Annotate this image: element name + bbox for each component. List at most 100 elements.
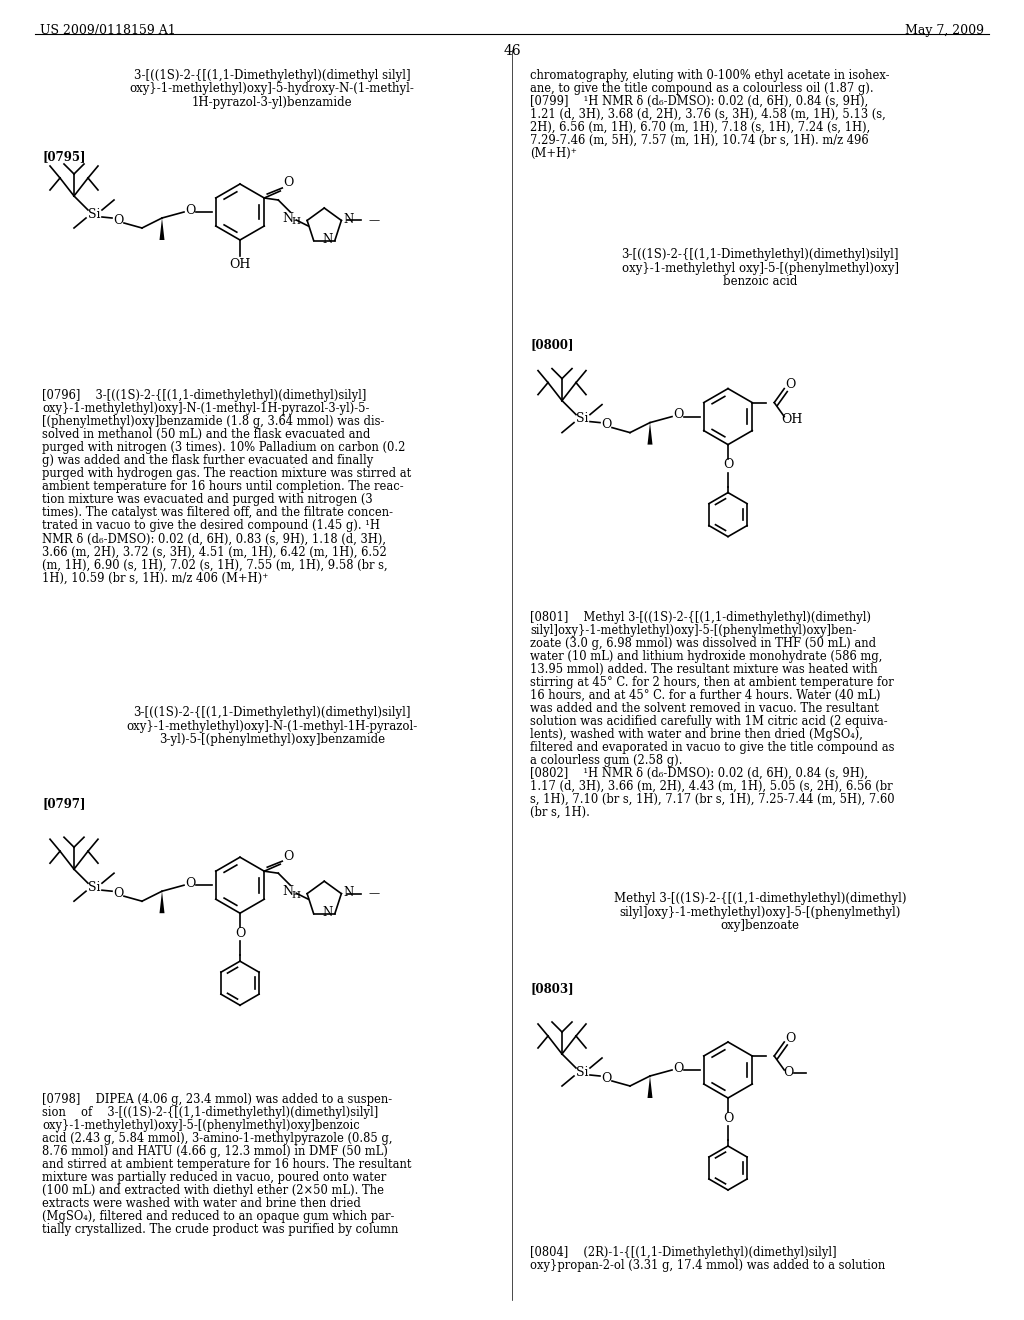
Text: oxy}-1-methylethyl oxy]-5-[(phenylmethyl)oxy]: oxy}-1-methylethyl oxy]-5-[(phenylmethyl… (622, 261, 898, 275)
Text: 8.76 mmol) and HATU (4.66 g, 12.3 mmol) in DMF (50 mL): 8.76 mmol) and HATU (4.66 g, 12.3 mmol) … (42, 1144, 388, 1158)
Text: ambient temperature for 16 hours until completion. The reac-: ambient temperature for 16 hours until c… (42, 480, 403, 494)
Text: s, 1H), 7.10 (br s, 1H), 7.17 (br s, 1H), 7.25-7.44 (m, 5H), 7.60: s, 1H), 7.10 (br s, 1H), 7.17 (br s, 1H)… (530, 793, 895, 807)
Text: O: O (184, 876, 196, 890)
Polygon shape (647, 422, 652, 445)
Text: purged with hydrogen gas. The reaction mixture was stirred at: purged with hydrogen gas. The reaction m… (42, 467, 412, 480)
Text: 3-yl)-5-[(phenylmethyl)oxy]benzamide: 3-yl)-5-[(phenylmethyl)oxy]benzamide (159, 733, 385, 746)
Text: purged with nitrogen (3 times). 10% Palladium on carbon (0.2: purged with nitrogen (3 times). 10% Pall… (42, 441, 406, 454)
Text: Methyl 3-[((1S)-2-{[(1,1-dimethylethyl)(dimethyl): Methyl 3-[((1S)-2-{[(1,1-dimethylethyl)(… (613, 892, 906, 906)
Text: H: H (292, 218, 301, 227)
Text: 1H-pyrazol-3-yl)benzamide: 1H-pyrazol-3-yl)benzamide (191, 95, 352, 108)
Text: filtered and evaporated in vacuo to give the title compound as: filtered and evaporated in vacuo to give… (530, 741, 895, 754)
Text: trated in vacuo to give the desired compound (1.45 g). ¹H: trated in vacuo to give the desired comp… (42, 519, 380, 532)
Text: Si: Si (88, 207, 100, 220)
Text: OH: OH (229, 259, 251, 272)
Text: O: O (673, 1061, 683, 1074)
Text: O: O (673, 408, 683, 421)
Text: O: O (283, 177, 294, 190)
Text: O: O (113, 214, 123, 227)
Text: N: N (283, 211, 294, 224)
Text: solution was acidified carefully with 1M citric acid (2 equiva-: solution was acidified carefully with 1M… (530, 715, 888, 729)
Text: [0795]: [0795] (42, 150, 85, 164)
Text: oxy}-1-methylethyl)oxy]-5-[(phenylmethyl)oxy]benzoic: oxy}-1-methylethyl)oxy]-5-[(phenylmethyl… (42, 1119, 359, 1133)
Text: [0800]: [0800] (530, 338, 573, 351)
Text: —: — (369, 215, 380, 226)
Text: 16 hours, and at 45° C. for a further 4 hours. Water (40 mL): 16 hours, and at 45° C. for a further 4 … (530, 689, 881, 702)
Text: (br s, 1H).: (br s, 1H). (530, 807, 590, 820)
Text: 2H), 6.56 (m, 1H), 6.70 (m, 1H), 7.18 (s, 1H), 7.24 (s, 1H),: 2H), 6.56 (m, 1H), 6.70 (m, 1H), 7.18 (s… (530, 120, 870, 133)
Text: N: N (323, 234, 333, 246)
Text: water (10 mL) and lithium hydroxide monohydrate (586 mg,: water (10 mL) and lithium hydroxide mono… (530, 651, 883, 663)
Text: O: O (785, 1031, 796, 1044)
Text: Si: Si (88, 880, 100, 894)
Text: May 7, 2009: May 7, 2009 (905, 24, 984, 37)
Text: Si: Si (575, 1065, 588, 1078)
Text: NMR δ (d₆-DMSO): 0.02 (d, 6H), 0.83 (s, 9H), 1.18 (d, 3H),: NMR δ (d₆-DMSO): 0.02 (d, 6H), 0.83 (s, … (42, 532, 386, 545)
Text: tially crystallized. The crude product was purified by column: tially crystallized. The crude product w… (42, 1222, 398, 1236)
Text: [0796]  3-[((1S)-2-{[(1,1-dimethylethyl)(dimethyl)silyl]: [0796] 3-[((1S)-2-{[(1,1-dimethylethyl)(… (42, 389, 367, 403)
Text: O: O (283, 850, 294, 863)
Text: [0802]  ¹H NMR δ (d₆-DMSO): 0.02 (d, 6H), 0.84 (s, 9H),: [0802] ¹H NMR δ (d₆-DMSO): 0.02 (d, 6H),… (530, 767, 868, 780)
Text: silyl]oxy}-1-methylethyl)oxy]-5-[(phenylmethyl): silyl]oxy}-1-methylethyl)oxy]-5-[(phenyl… (620, 906, 901, 919)
Text: a colourless gum (2.58 g).: a colourless gum (2.58 g). (530, 754, 683, 767)
Text: 7.29-7.46 (m, 5H), 7.57 (m, 1H), 10.74 (br s, 1H). m/z 496: 7.29-7.46 (m, 5H), 7.57 (m, 1H), 10.74 (… (530, 133, 868, 147)
Text: solved in methanol (50 mL) and the flask evacuated and: solved in methanol (50 mL) and the flask… (42, 429, 371, 441)
Text: times). The catalyst was filtered off, and the filtrate concen-: times). The catalyst was filtered off, a… (42, 507, 393, 519)
Text: oxy}propan-2-ol (3.31 g, 17.4 mmol) was added to a solution: oxy}propan-2-ol (3.31 g, 17.4 mmol) was … (530, 1259, 886, 1272)
Text: 1.21 (d, 3H), 3.68 (d, 2H), 3.76 (s, 3H), 4.58 (m, 1H), 5.13 (s,: 1.21 (d, 3H), 3.68 (d, 2H), 3.76 (s, 3H)… (530, 108, 886, 120)
Text: ane, to give the title compound as a colourless oil (1.87 g).: ane, to give the title compound as a col… (530, 82, 873, 95)
Text: oxy}-1-methylethyl)oxy]-N-(1-methyl-1H-pyrazol-: oxy}-1-methylethyl)oxy]-N-(1-methyl-1H-p… (126, 719, 418, 733)
Text: mixture was partially reduced in vacuo, poured onto water: mixture was partially reduced in vacuo, … (42, 1171, 386, 1184)
Text: N: N (343, 886, 353, 899)
Text: g) was added and the flask further evacuated and finally: g) was added and the flask further evacu… (42, 454, 374, 467)
Text: H: H (292, 891, 301, 900)
Polygon shape (160, 891, 165, 913)
Text: tion mixture was evacuated and purged with nitrogen (3: tion mixture was evacuated and purged wi… (42, 494, 373, 507)
Text: O: O (601, 1072, 611, 1085)
Text: oxy}-1-methylethyl)oxy]-5-hydroxy-N-(1-methyl-: oxy}-1-methylethyl)oxy]-5-hydroxy-N-(1-m… (130, 82, 415, 95)
Text: [0804]  (2R)-1-{[(1,1-Dimethylethyl)(dimethyl)silyl]: [0804] (2R)-1-{[(1,1-Dimethylethyl)(dime… (530, 1246, 837, 1259)
Text: benzoic acid: benzoic acid (723, 275, 798, 288)
Text: N: N (343, 213, 353, 226)
Text: 3-[((1S)-2-{[(1,1-Dimethylethyl)(dimethyl)silyl]: 3-[((1S)-2-{[(1,1-Dimethylethyl)(dimethy… (133, 706, 411, 719)
Text: O: O (723, 1111, 733, 1125)
Text: O: O (234, 927, 245, 940)
Text: [0797]: [0797] (42, 797, 85, 810)
Text: O: O (113, 887, 123, 900)
Text: zoate (3.0 g, 6.98 mmol) was dissolved in THF (50 mL) and: zoate (3.0 g, 6.98 mmol) was dissolved i… (530, 638, 877, 651)
Text: stirring at 45° C. for 2 hours, then at ambient temperature for: stirring at 45° C. for 2 hours, then at … (530, 676, 894, 689)
Text: O: O (601, 418, 611, 432)
Text: acid (2.43 g, 5.84 mmol), 3-amino-1-methylpyrazole (0.85 g,: acid (2.43 g, 5.84 mmol), 3-amino-1-meth… (42, 1133, 392, 1144)
Text: O: O (184, 203, 196, 216)
Text: (M+H)⁺: (M+H)⁺ (530, 147, 577, 160)
Text: [0798]  DIPEA (4.06 g, 23.4 mmol) was added to a suspen-: [0798] DIPEA (4.06 g, 23.4 mmol) was add… (42, 1093, 392, 1106)
Polygon shape (647, 1076, 652, 1098)
Text: silyl]oxy}-1-methylethyl)oxy]-5-[(phenylmethyl)oxy]ben-: silyl]oxy}-1-methylethyl)oxy]-5-[(phenyl… (530, 624, 856, 638)
Text: 1H), 10.59 (br s, 1H). m/z 406 (M+H)⁺: 1H), 10.59 (br s, 1H). m/z 406 (M+H)⁺ (42, 572, 268, 585)
Text: oxy]benzoate: oxy]benzoate (721, 919, 800, 932)
Text: (MgSO₄), filtered and reduced to an opaque gum which par-: (MgSO₄), filtered and reduced to an opaq… (42, 1210, 394, 1222)
Text: chromatography, eluting with 0-100% ethyl acetate in isohex-: chromatography, eluting with 0-100% ethy… (530, 69, 890, 82)
Text: O: O (723, 458, 733, 471)
Text: 46: 46 (503, 44, 521, 58)
Text: —: — (369, 888, 380, 899)
Text: 3.66 (m, 2H), 3.72 (s, 3H), 4.51 (m, 1H), 6.42 (m, 1H), 6.52: 3.66 (m, 2H), 3.72 (s, 3H), 4.51 (m, 1H)… (42, 545, 387, 558)
Text: [0803]: [0803] (530, 982, 573, 995)
Text: [0801]  Methyl 3-[((1S)-2-{[(1,1-dimethylethyl)(dimethyl): [0801] Methyl 3-[((1S)-2-{[(1,1-dimethyl… (530, 611, 871, 624)
Text: OH: OH (781, 413, 803, 426)
Text: Si: Si (575, 412, 588, 425)
Text: 13.95 mmol) added. The resultant mixture was heated with: 13.95 mmol) added. The resultant mixture… (530, 663, 878, 676)
Text: US 2009/0118159 A1: US 2009/0118159 A1 (40, 24, 176, 37)
Text: [0799]  ¹H NMR δ (d₆-DMSO): 0.02 (d, 6H), 0.84 (s, 9H),: [0799] ¹H NMR δ (d₆-DMSO): 0.02 (d, 6H),… (530, 95, 868, 108)
Text: N: N (323, 907, 333, 919)
Text: lents), washed with water and brine then dried (MgSO₄),: lents), washed with water and brine then… (530, 729, 863, 741)
Text: 1.17 (d, 3H), 3.66 (m, 2H), 4.43 (m, 1H), 5.05 (s, 2H), 6.56 (br: 1.17 (d, 3H), 3.66 (m, 2H), 4.43 (m, 1H)… (530, 780, 893, 793)
Text: was added and the solvent removed in vacuo. The resultant: was added and the solvent removed in vac… (530, 702, 879, 715)
Text: O: O (783, 1067, 794, 1080)
Text: 3-[((1S)-2-{[(1,1-Dimethylethyl)(dimethyl silyl]: 3-[((1S)-2-{[(1,1-Dimethylethyl)(dimethy… (134, 69, 411, 82)
Text: O: O (785, 378, 796, 391)
Text: sion  of  3-[((1S)-2-{[(1,1-dimethylethyl)(dimethyl)silyl]: sion of 3-[((1S)-2-{[(1,1-dimethylethyl)… (42, 1106, 378, 1119)
Text: 3-[((1S)-2-{[(1,1-Dimethylethyl)(dimethyl)silyl]: 3-[((1S)-2-{[(1,1-Dimethylethyl)(dimethy… (622, 248, 899, 261)
Polygon shape (160, 218, 165, 240)
Text: and stirred at ambient temperature for 16 hours. The resultant: and stirred at ambient temperature for 1… (42, 1158, 412, 1171)
